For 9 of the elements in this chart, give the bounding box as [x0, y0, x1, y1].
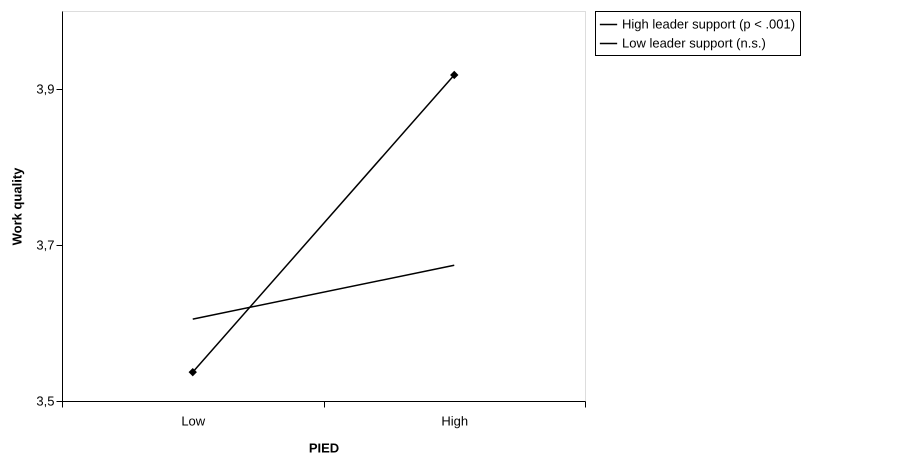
y-tick-label: 3,9	[36, 82, 54, 96]
y-tick-label: 3,5	[36, 394, 54, 408]
legend-label: Low leader support (n.s.)	[622, 36, 766, 50]
y-tick-label: 3,7	[36, 238, 54, 252]
x-tick-label: Low	[181, 414, 206, 428]
x-axis-title: PIED	[308, 440, 340, 456]
x-tick-label: High	[441, 414, 468, 428]
legend-label: High leader support (p < .001)	[622, 16, 796, 32]
y-axis-title: Work quality	[9, 166, 24, 246]
